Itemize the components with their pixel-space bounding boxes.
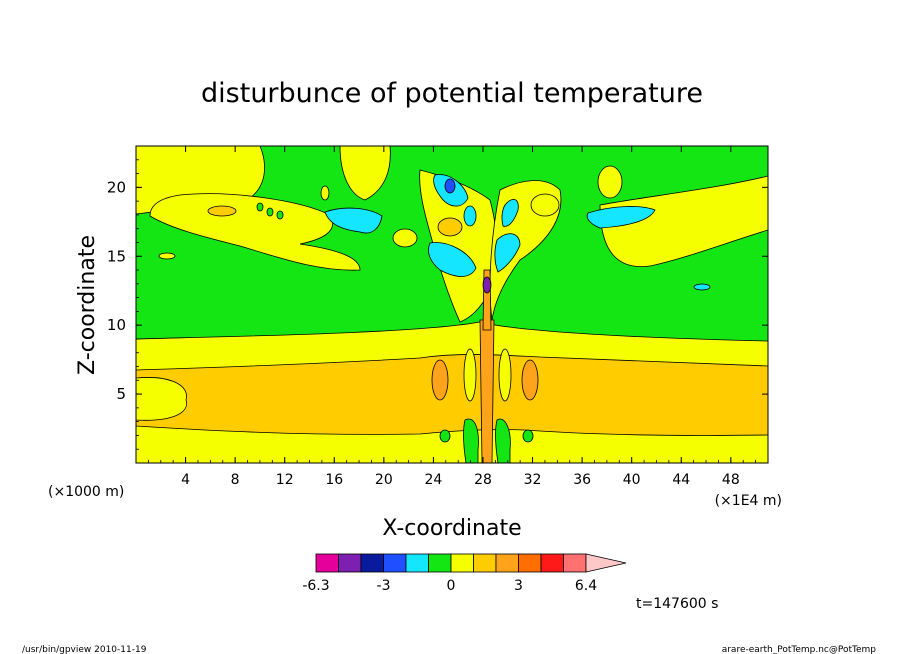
plot-frame — [135, 145, 769, 464]
column-core — [479, 319, 495, 463]
colorbar-arrow — [585, 553, 627, 573]
cell-orange — [207, 205, 237, 217]
y-axis-title: Z-coordinate — [75, 235, 100, 375]
x-axis-title: X-coordinate — [382, 516, 521, 541]
plot-area — [136, 146, 768, 463]
cell-dark-orange — [431, 359, 449, 401]
colorbar — [315, 553, 627, 573]
x-tick-label: 44 — [672, 472, 690, 488]
cell-green — [256, 202, 264, 212]
cell-yellow — [392, 228, 418, 248]
band-lower — [136, 354, 768, 436]
cell-green — [495, 418, 511, 463]
cell-yellow — [320, 185, 330, 201]
region-upper-mid — [339, 146, 391, 201]
cell-yellow — [158, 252, 176, 260]
cell-cyan — [428, 242, 477, 277]
x-tick-label: 36 — [573, 472, 591, 488]
colorbar-swatch — [473, 553, 497, 573]
footer-left: /usr/bin/gpview 2010-11-19 — [22, 645, 147, 654]
x-tick-label: 40 — [623, 472, 641, 488]
footer-right: arare-earth_PotTemp.nc@PotTemp — [722, 645, 877, 654]
colorbar-label: -6.3 — [302, 578, 329, 594]
cell-cyan — [463, 205, 477, 227]
colorbar-swatch — [315, 553, 339, 573]
cell-dark-orange — [521, 359, 539, 401]
colorbar-label: -3 — [377, 578, 391, 594]
colorbar-label: 0 — [447, 578, 456, 594]
colorbar-swatch — [518, 553, 542, 573]
colorbar-swatch — [495, 553, 519, 573]
colorbar-swatch — [563, 553, 587, 573]
x-tick-label: 20 — [375, 472, 393, 488]
cell-green — [276, 210, 284, 220]
cell-cyan — [324, 207, 383, 234]
cell-orange — [437, 217, 463, 237]
cell-yellow — [498, 348, 512, 402]
colorbar-swatch — [383, 553, 407, 573]
colorbar-swatch — [360, 553, 384, 573]
colorbar-swatch — [450, 553, 474, 573]
time-label: t=147600 s — [636, 596, 718, 612]
x-tick-label: 28 — [474, 472, 492, 488]
x-tick-label: 4 — [181, 472, 190, 488]
x-unit-label: (×1E4 m) — [715, 493, 782, 509]
chart-title: disturbunce of potential temperature — [201, 78, 703, 109]
colorbar-swatch — [428, 553, 452, 573]
cell-cyan — [494, 233, 521, 273]
y-ticks: 5 10 15 20 — [107, 159, 768, 450]
colorbar-label: 6.4 — [575, 578, 597, 594]
cell-cyan — [693, 283, 711, 291]
x-tick-label: 12 — [276, 472, 294, 488]
cell-yellow — [597, 165, 623, 199]
colorbar-swatch — [540, 553, 564, 573]
cell-yellow — [530, 193, 560, 217]
colorbar-label: 3 — [514, 578, 523, 594]
colorbar-labels: -6.3 -3 0 3 6.4 — [302, 578, 597, 594]
region-upper-right — [599, 175, 768, 268]
region-plume — [419, 169, 498, 323]
colorbar-swatch — [338, 553, 362, 573]
x-tick-label: 16 — [325, 472, 343, 488]
cell-green — [266, 207, 274, 217]
cell-cyan — [501, 199, 519, 227]
band-lower-edge — [136, 377, 187, 421]
y-tick-label: 20 — [107, 178, 126, 196]
y-unit-label: (×1000 m) — [48, 484, 124, 500]
x-tick-label: 24 — [424, 472, 442, 488]
colorbar-swatch — [405, 553, 429, 573]
cell-blue — [444, 178, 456, 194]
cell-yellow — [463, 348, 477, 402]
x-tick-label: 48 — [722, 472, 740, 488]
cell-green — [522, 429, 534, 443]
cell-cyan — [586, 206, 656, 229]
x-tick-label: 8 — [231, 472, 240, 488]
cell-purple — [482, 276, 492, 294]
y-tick-label: 10 — [107, 316, 126, 334]
cell-green — [439, 429, 451, 443]
region-upper-left-2 — [149, 193, 361, 271]
x-ticks: 4 8 12 16 20 24 28 32 36 40 44 48 — [147, 146, 757, 488]
x-tick-label: 32 — [524, 472, 542, 488]
cell-green — [463, 418, 479, 463]
y-tick-label: 15 — [107, 247, 126, 265]
y-tick-label: 5 — [116, 385, 126, 403]
